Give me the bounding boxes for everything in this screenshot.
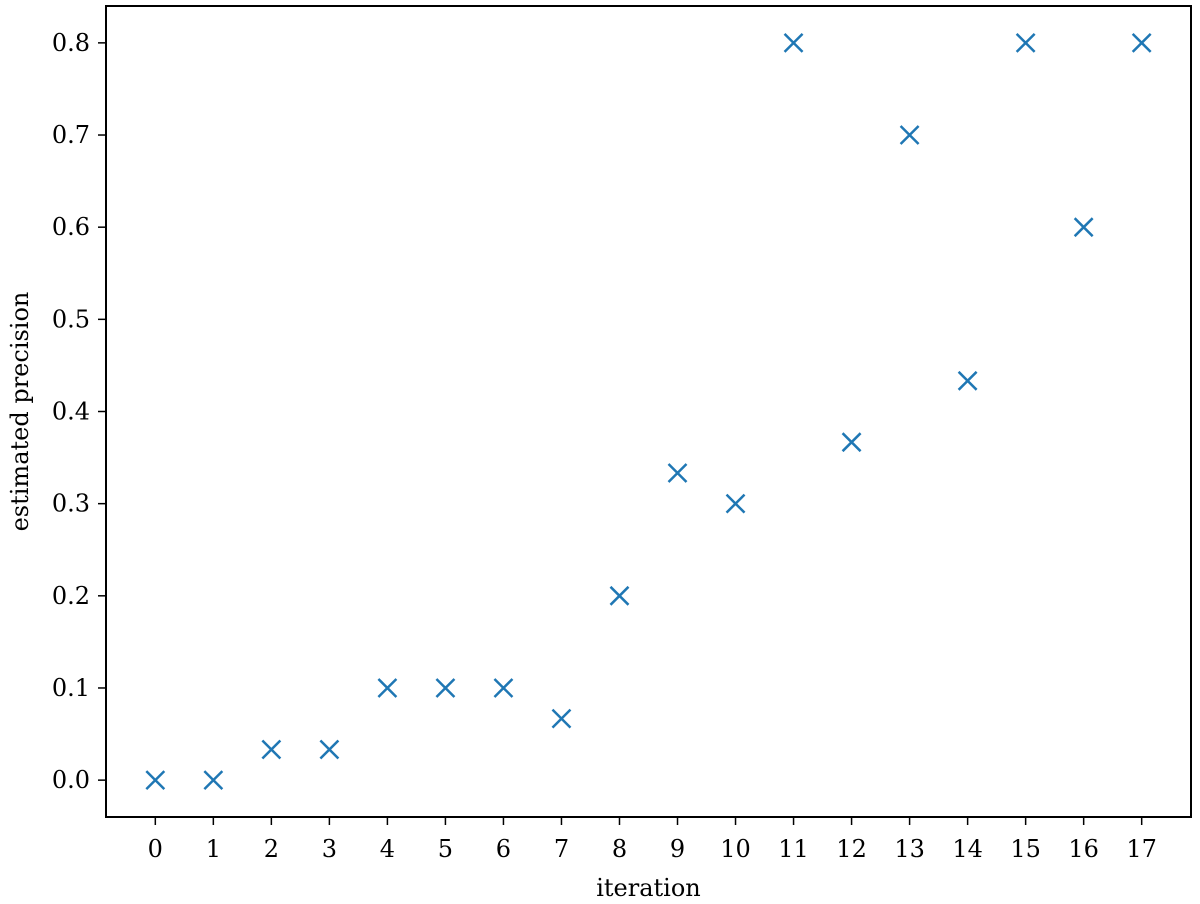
marker-stroke xyxy=(957,370,978,391)
x-tick-label: 14 xyxy=(952,835,983,863)
marker-stroke xyxy=(609,585,630,606)
data-point xyxy=(1015,32,1036,53)
data-point xyxy=(899,125,920,145)
x-tick-label: 17 xyxy=(1126,835,1157,863)
y-tick-label: 0.2 xyxy=(52,582,90,610)
x-axis-ticks: 0 1 2 3 4 5 6 7 8 9 10 11 12 13 14 15 16 17 xyxy=(148,817,1157,863)
data-point xyxy=(1073,217,1094,238)
x-tick-label: 0 xyxy=(148,835,163,863)
marker-stroke xyxy=(783,32,804,53)
data-point xyxy=(783,32,804,53)
marker-stroke xyxy=(551,708,572,729)
y-axis-label: estimated precision xyxy=(6,292,34,532)
y-tick-label: 0.6 xyxy=(52,213,90,241)
marker-stroke xyxy=(261,739,282,760)
x-tick-label: 5 xyxy=(438,835,453,863)
x-tick-label: 7 xyxy=(554,835,569,863)
marker-stroke xyxy=(145,770,166,791)
x-tick-label: 4 xyxy=(380,835,395,863)
data-point xyxy=(319,739,340,760)
marker-stroke xyxy=(435,678,456,698)
marker-stroke xyxy=(319,739,340,760)
data-point xyxy=(725,493,746,514)
x-tick-label: 10 xyxy=(720,835,751,863)
x-tick-label: 9 xyxy=(670,835,685,863)
data-points xyxy=(145,32,1152,791)
x-tick-label: 8 xyxy=(612,835,627,863)
x-tick-label: 6 xyxy=(496,835,511,863)
marker-stroke xyxy=(1073,217,1094,238)
data-point xyxy=(609,585,630,606)
data-point xyxy=(667,463,688,483)
data-point xyxy=(261,739,282,760)
marker-stroke xyxy=(1015,32,1036,53)
plot-frame xyxy=(105,5,1192,818)
data-point xyxy=(435,678,456,698)
x-tick-label: 12 xyxy=(836,835,867,863)
x-tick-label: 3 xyxy=(322,835,337,863)
data-point xyxy=(203,770,224,791)
data-point xyxy=(493,678,514,698)
marker-stroke xyxy=(493,678,514,698)
y-tick-label: 0.5 xyxy=(52,305,90,333)
y-axis-ticks: 0.0 0.1 0.2 0.3 0.4 0.5 0.6 0.7 0.8 xyxy=(52,29,106,794)
data-point xyxy=(841,432,862,453)
data-point xyxy=(551,708,572,729)
y-tick-label: 0.4 xyxy=(52,398,90,426)
marker-stroke xyxy=(899,125,920,145)
y-tick-label: 0.0 xyxy=(52,766,90,794)
marker-stroke xyxy=(725,493,746,514)
x-tick-label: 16 xyxy=(1068,835,1099,863)
x-tick-label: 1 xyxy=(206,835,221,863)
marker-stroke xyxy=(667,463,688,483)
y-tick-label: 0.8 xyxy=(52,29,90,57)
x-tick-label: 15 xyxy=(1010,835,1041,863)
y-tick-label: 0.3 xyxy=(52,490,90,518)
x-tick-label: 2 xyxy=(264,835,279,863)
marker-stroke xyxy=(1131,32,1152,53)
x-tick-label: 13 xyxy=(894,835,925,863)
data-point xyxy=(957,370,978,391)
data-point xyxy=(377,678,398,698)
marker-stroke xyxy=(377,678,398,698)
marker-stroke xyxy=(203,770,224,791)
x-axis-label: iteration xyxy=(596,874,701,902)
data-point xyxy=(145,770,166,791)
marker-stroke xyxy=(841,432,862,453)
data-point xyxy=(1131,32,1152,53)
y-tick-label: 0.1 xyxy=(52,674,90,702)
x-tick-label: 11 xyxy=(778,835,809,863)
y-tick-label: 0.7 xyxy=(52,121,90,149)
